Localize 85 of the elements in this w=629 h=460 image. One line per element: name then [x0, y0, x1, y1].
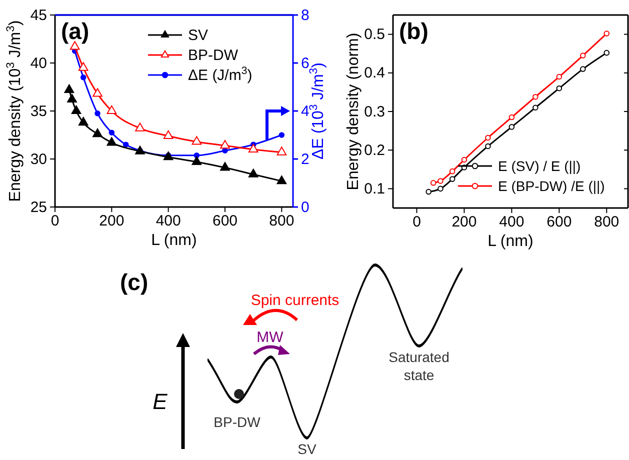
- point: [556, 74, 562, 80]
- x-tick-label: 600: [546, 214, 572, 231]
- point: [64, 84, 74, 93]
- point: [532, 104, 538, 111]
- point: [485, 134, 491, 141]
- point: [248, 168, 258, 178]
- chart-title: (a): [61, 18, 90, 44]
- legend-label: ΔE (J/m$^{3}$): [188, 65, 252, 84]
- y-tick-label: 0.1: [364, 180, 385, 198]
- point: [106, 137, 117, 146]
- point: [604, 30, 610, 36]
- y2-tick-label: 6: [301, 54, 310, 72]
- y-tick-label: 0.4: [364, 64, 385, 82]
- text: E: [152, 389, 168, 414]
- point: [426, 188, 432, 195]
- text: Spin currents: [250, 292, 340, 309]
- text: Saturated state: [388, 349, 450, 383]
- y2-tick-label: 4: [301, 102, 310, 120]
- y-tick-label: 30: [30, 150, 47, 168]
- x-axis-title: L (nm): [151, 232, 197, 249]
- point: [461, 156, 468, 163]
- legend-label: E (SV) / E (||): [498, 158, 581, 174]
- y-tick-label: 35: [30, 102, 47, 120]
- point: [508, 114, 515, 120]
- y-tick-label: 25: [30, 198, 47, 216]
- point: [580, 66, 586, 72]
- x-tick-label: 400: [499, 214, 524, 231]
- point: [276, 175, 287, 184]
- point: [430, 180, 436, 186]
- y2-tick-label: 2: [301, 150, 310, 168]
- point: [532, 94, 538, 100]
- point: [449, 176, 456, 182]
- y2-tick-label: 8: [301, 6, 310, 24]
- point: [106, 105, 117, 114]
- x-axis-title: L (nm): [488, 233, 534, 250]
- point: [80, 74, 86, 80]
- x-tick-label: 800: [269, 212, 294, 230]
- point: [192, 156, 202, 165]
- text: (c): [120, 269, 148, 295]
- point: [449, 168, 456, 174]
- point: [122, 142, 129, 148]
- point: [580, 52, 586, 58]
- point: [248, 144, 258, 152]
- point: [556, 85, 562, 92]
- x-tick-label: 0: [412, 214, 421, 231]
- point: [94, 110, 100, 116]
- y-tick-label: 40: [30, 54, 47, 72]
- point: [438, 186, 444, 192]
- x-tick-label: 200: [452, 214, 477, 231]
- legend-label: SV: [188, 27, 208, 44]
- point: [604, 50, 610, 56]
- y-tick-label: 0.2: [364, 142, 385, 159]
- point: [135, 122, 145, 132]
- legend-label: E (BP-DW) /E (||): [498, 178, 605, 194]
- point: [67, 94, 77, 103]
- point: [71, 105, 82, 114]
- point: [78, 62, 88, 71]
- point: [276, 146, 287, 156]
- point: [220, 162, 230, 171]
- legend-label: BP-DW: [188, 47, 239, 64]
- point: [508, 124, 515, 130]
- point: [192, 136, 202, 145]
- point: [108, 130, 115, 136]
- point: [438, 178, 444, 184]
- y-tick-label: 0.5: [364, 26, 385, 44]
- text: BP-DW: [214, 414, 262, 430]
- x-tick-label: 800: [594, 214, 620, 231]
- chart-title: (b): [399, 18, 428, 44]
- point: [220, 140, 230, 149]
- x-tick-label: 600: [212, 212, 238, 230]
- point: [163, 130, 174, 140]
- point: [78, 116, 88, 126]
- x-tick-label: 200: [99, 212, 124, 230]
- point: [278, 132, 285, 138]
- y-tick-label: 45: [30, 6, 47, 24]
- point: [485, 143, 491, 150]
- y-tick-label: 0.3: [364, 103, 385, 120]
- x-tick-label: 400: [156, 212, 181, 230]
- point: [92, 88, 102, 97]
- y2-tick-label: 0: [301, 198, 310, 216]
- y-axis-title: Energy density (norm): [345, 32, 362, 190]
- text: MW: [256, 329, 284, 346]
- text: SV: [298, 441, 317, 457]
- point: [92, 128, 102, 138]
- x-tick-label: 0: [50, 212, 60, 230]
